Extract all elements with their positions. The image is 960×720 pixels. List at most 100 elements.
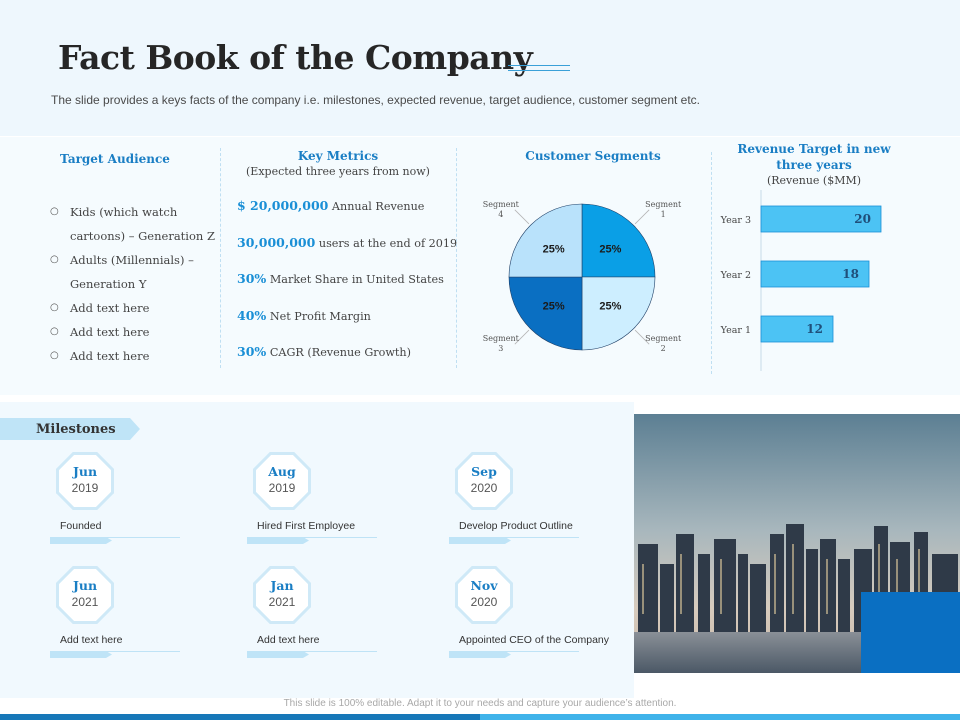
audience-item: Add text here	[50, 296, 220, 320]
milestone-underline	[50, 651, 180, 652]
pie-segment-label: Segment 4	[483, 200, 520, 219]
customer-segments-pie: 25% Segment 1 25% Segment 2 25% Segment 3 25% Segm…	[483, 200, 682, 353]
milestone-arrow	[247, 537, 309, 544]
target-audience-list: Kids (which watch cartoons) – Generation…	[50, 200, 220, 368]
milestone-description: Appointed CEO of the Company	[459, 634, 610, 646]
audience-item: Add text here	[50, 320, 220, 344]
key-metrics-subtitle: (Expected three years from now)	[246, 165, 430, 178]
milestones-panel	[0, 402, 634, 698]
bar-category-label: Year 2	[720, 270, 751, 281]
metric-value: 40%	[237, 307, 267, 323]
customer-segments-title: Customer Segments	[525, 149, 661, 163]
divider	[711, 152, 712, 374]
bottom-bar	[0, 714, 480, 720]
milestone-month: Aug	[268, 464, 296, 479]
metric-row: 30,000,000 users at the end of 2019	[237, 234, 457, 272]
milestone-arrow	[449, 651, 511, 658]
metric-label: Annual Revenue	[331, 200, 425, 213]
metric-row: 40% Net Profit Margin	[237, 308, 452, 345]
pie-leader-line	[514, 209, 530, 225]
milestone-badge-inner	[59, 569, 111, 621]
milestone-description: Develop Product Outline	[459, 520, 573, 532]
bottom-bar	[480, 714, 960, 720]
pie-value-label: 25%	[599, 300, 621, 312]
footer-note: This slide is 100% editable. Adapt it to…	[283, 698, 677, 709]
revenue-title-line1: Revenue Target in new	[737, 142, 891, 156]
milestone-month: Jun	[72, 578, 98, 593]
page-title: Fact Book of the Company	[58, 38, 533, 77]
header-band	[0, 0, 960, 136]
metric-label: CAGR (Revenue Growth)	[269, 346, 411, 360]
pie-slice	[508, 203, 583, 278]
key-metrics-list: $ 20,000,000 Annual Revenue 30,000,000 us…	[237, 198, 457, 381]
key-metrics-title: Key Metrics	[297, 149, 379, 163]
milestone-underline	[50, 537, 180, 538]
audience-item: Adults (Millennials) – Generation Y	[50, 248, 220, 296]
pie-value-label: 25%	[543, 244, 565, 256]
milestone-description: Hired First Employee	[257, 520, 356, 532]
milestones-label: Milestones	[36, 422, 116, 437]
bar-value-label: 20	[854, 212, 871, 226]
milestone: Aug 2019 Hired First Employee	[247, 452, 433, 552]
bar-category-label: Year 3	[720, 215, 751, 226]
pie-slice	[581, 276, 656, 351]
milestone-arrow	[247, 651, 309, 658]
revenue-title-line2: three years	[776, 158, 852, 172]
milestone: Sep 2020 Develop Product Outline	[449, 452, 635, 552]
milestone-arrow	[50, 537, 112, 544]
pie-leader-line	[634, 329, 650, 345]
pie-segment-label: Segment 2	[645, 334, 682, 353]
milestone-month: Jan	[270, 578, 294, 593]
pie-leader-line	[634, 209, 650, 225]
pie-leader-line	[514, 329, 530, 345]
metric-label: Net Profit Margin	[269, 309, 371, 323]
bar-value-label: 12	[806, 322, 823, 336]
metric-value: 30%	[237, 271, 267, 287]
bar-value-label: 18	[842, 267, 859, 281]
milestone-description: Founded	[60, 520, 102, 532]
milestone-arrow	[449, 537, 511, 544]
milestone-description: Add text here	[60, 634, 123, 646]
pie-segment-label: Segment 1	[645, 200, 682, 219]
milestone-badge-inner	[256, 455, 308, 507]
milestone-year: 2020	[470, 595, 498, 609]
bar	[760, 315, 834, 343]
metric-row: $ 20,000,000 Annual Revenue	[237, 198, 452, 235]
pie-value-label: 25%	[543, 300, 565, 312]
milestone: Jun 2021 Add text here	[50, 566, 236, 666]
pie-slice	[581, 203, 656, 278]
milestone-badge-inner	[458, 455, 510, 507]
milestone-year: 2021	[268, 595, 296, 609]
audience-item: Kids (which watch cartoons) – Generation…	[50, 200, 220, 248]
metric-row: 30% CAGR (Revenue Growth)	[237, 344, 452, 381]
milestone-year: 2019	[71, 481, 99, 495]
page-subtitle: The slide provides a keys facts of the c…	[51, 93, 701, 107]
pie-segment-label: Segment 3	[483, 334, 520, 353]
metric-value: $ 20,000,000	[237, 198, 329, 213]
milestone-underline	[449, 537, 579, 538]
photo-accent-block	[861, 592, 960, 673]
metric-label: users at the end of 2019	[318, 236, 458, 250]
milestones-tag: Milestones	[0, 418, 140, 440]
divider	[456, 148, 457, 368]
milestone-badge-inner	[458, 569, 510, 621]
milestone-month: Jun	[72, 464, 98, 479]
milestone-badge-inner	[59, 455, 111, 507]
milestone-year: 2021	[71, 595, 99, 609]
title-decoration	[508, 63, 570, 73]
metric-value: 30,000,000	[237, 234, 316, 250]
bar-category-label: Year 1	[720, 325, 751, 336]
pie-value-label: 25%	[599, 244, 621, 256]
divider	[220, 148, 221, 368]
milestone-year: 2020	[470, 481, 498, 495]
milestone-arrow	[50, 651, 112, 658]
metric-row: 30% Market Share in United States	[237, 271, 452, 308]
bar	[760, 260, 870, 288]
metric-value: 30%	[237, 344, 267, 360]
milestone-underline	[449, 651, 579, 652]
milestone: Jan 2021 Add text here	[247, 566, 433, 666]
milestone-year: 2019	[268, 481, 296, 495]
target-audience-title: Target Audience	[60, 152, 170, 166]
milestone-underline	[247, 651, 377, 652]
